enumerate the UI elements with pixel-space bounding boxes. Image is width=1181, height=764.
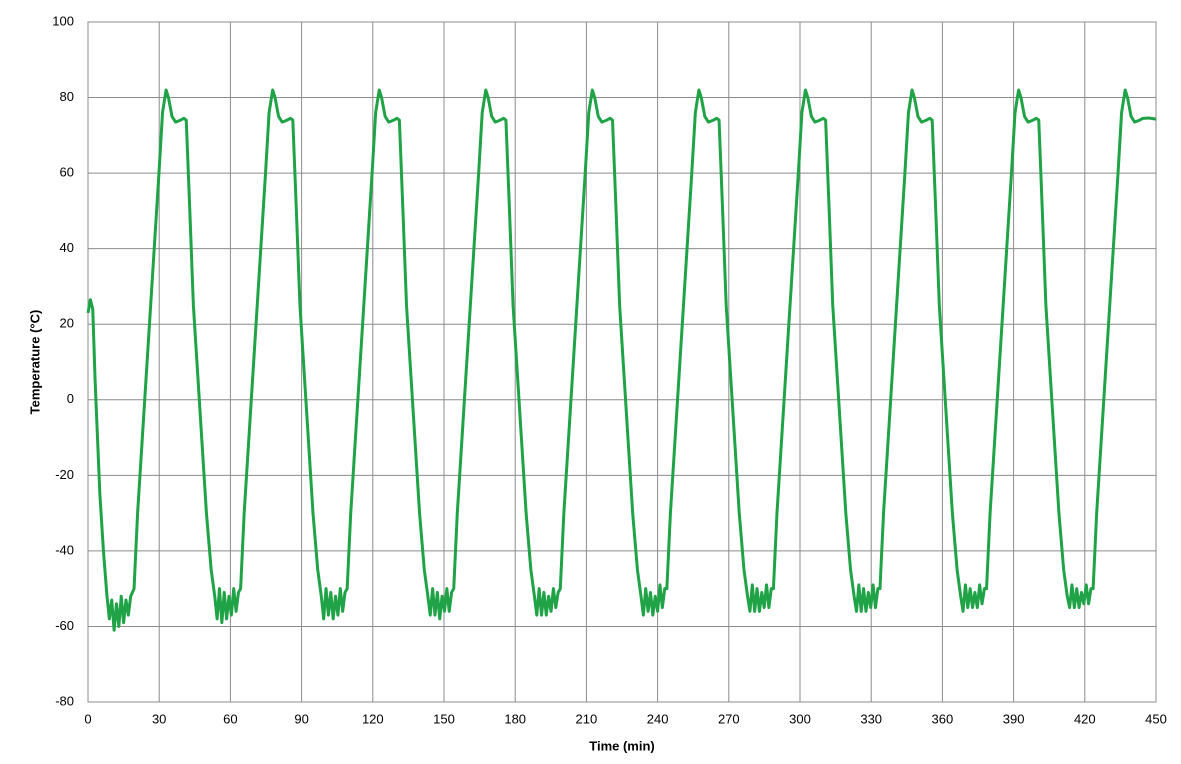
x-tick-label: 120 (362, 711, 384, 726)
x-tick-label: 270 (718, 711, 740, 726)
x-tick-label: 300 (789, 711, 811, 726)
x-tick-label: 390 (1003, 711, 1025, 726)
x-tick-label: 90 (294, 711, 308, 726)
y-tick-label: -60 (55, 618, 74, 633)
x-tick-label: 450 (1145, 711, 1167, 726)
y-tick-label: 40 (60, 240, 74, 255)
x-tick-label: 0 (84, 711, 91, 726)
x-tick-label: 30 (152, 711, 166, 726)
y-tick-label: 0 (67, 391, 74, 406)
x-axis-title: Time (min) (589, 738, 655, 753)
x-tick-label: 360 (932, 711, 954, 726)
y-axis-title: Temperature (°C) (27, 310, 42, 415)
x-tick-label: 330 (860, 711, 882, 726)
x-tick-label: 240 (647, 711, 669, 726)
x-tick-label: 150 (433, 711, 455, 726)
y-tick-label: 80 (60, 89, 74, 104)
y-tick-label: 100 (52, 13, 74, 28)
y-tick-label: -80 (55, 693, 74, 708)
y-tick-label: -40 (55, 542, 74, 557)
x-tick-label: 60 (223, 711, 237, 726)
x-tick-label: 420 (1074, 711, 1096, 726)
y-tick-label: -20 (55, 467, 74, 482)
y-tick-label: 60 (60, 165, 74, 180)
y-tick-label: 20 (60, 316, 74, 331)
x-tick-label: 210 (576, 711, 598, 726)
x-tick-label: 180 (504, 711, 526, 726)
data-line (86, 88, 1157, 632)
